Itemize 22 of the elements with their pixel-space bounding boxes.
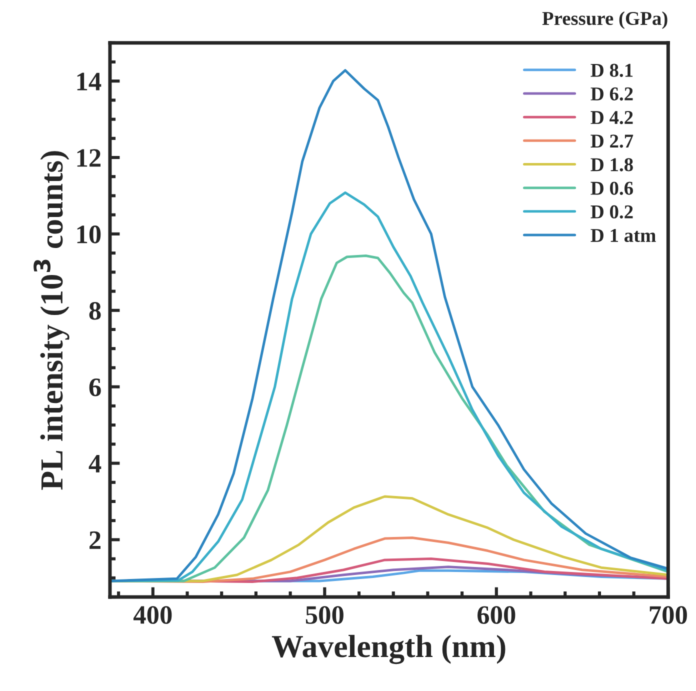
y-tick-label: 14 — [77, 72, 102, 90]
legend-label: D 6.2 — [590, 87, 633, 101]
y-tick-label: 12 — [77, 149, 100, 167]
legend-label: D 2.7 — [590, 134, 634, 148]
y-tick-label: 6 — [89, 378, 101, 396]
y-tick-label: 4 — [88, 455, 102, 472]
y-axis-title: PL intensity (10$^{3}$ counts) — [34, 151, 70, 490]
y-tick-label: 10 — [77, 226, 101, 244]
legend-label: D 0.6 — [590, 182, 633, 195]
legend-label: D 4.2 — [590, 111, 633, 124]
legend-label: D 1.8 — [590, 158, 633, 172]
x-axis-title: Wavelength (nm) — [272, 634, 506, 664]
x-tick-label: 400 — [133, 606, 172, 624]
legend-title: Pressure (GPa) — [542, 11, 668, 29]
x-tick-label: 700 — [650, 606, 687, 624]
y-tick-label: 8 — [89, 302, 101, 320]
x-tick-label: 500 — [306, 606, 344, 624]
legend-label: D 8.1 — [590, 64, 633, 77]
legend-label: D 1 atm — [590, 228, 656, 242]
legend-label: D 0.2 — [590, 205, 633, 219]
x-tick-label: 600 — [478, 606, 516, 624]
y-tick-label: 2 — [90, 531, 100, 549]
